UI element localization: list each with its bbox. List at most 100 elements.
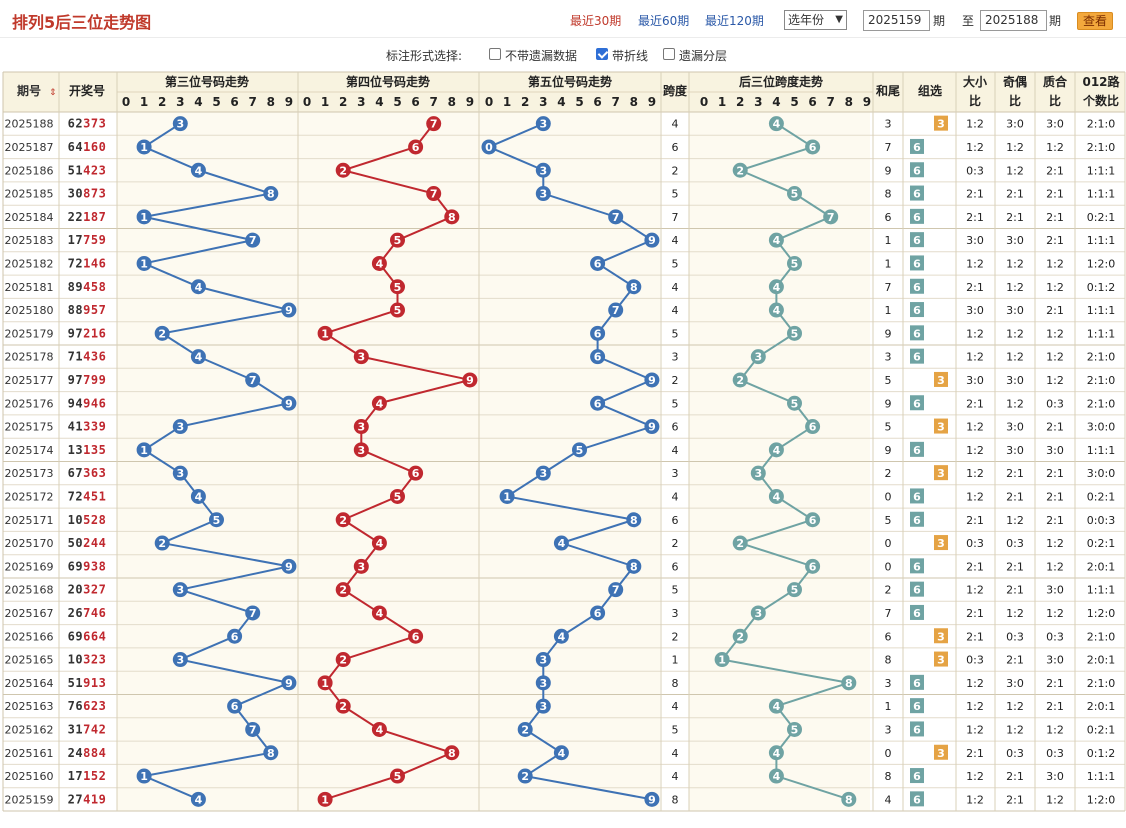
view-button[interactable]: 查看 [1077, 12, 1113, 30]
big-small-ratio-cell: 1:2 [966, 327, 984, 340]
span-ball [841, 791, 857, 807]
digit-header: 3 [754, 95, 762, 109]
digit-header: 8 [630, 95, 638, 109]
option-row: 标注形式选择: 不带遗漏数据 带折线 遗漏分层 [0, 38, 1126, 70]
group-badge-label: 6 [913, 584, 921, 597]
third-digit-ball [136, 209, 152, 225]
sum-tail-cell: 3 [885, 351, 892, 364]
fourth-digit-ball [371, 395, 387, 411]
mod3-ratio-cell: 2:1:0 [1087, 677, 1115, 690]
digit-header: 9 [466, 95, 474, 109]
group-badge [910, 255, 924, 271]
issue-cell: 2025173 [5, 467, 54, 480]
group-badge [934, 465, 948, 481]
span-cell: 5 [672, 188, 679, 201]
prime-ratio-cell: 2:1 [1046, 514, 1064, 527]
issue-cell: 2025168 [5, 584, 54, 597]
span-ball [768, 698, 784, 714]
col-draw-header: 开奖号 [69, 83, 105, 98]
span-ball [787, 395, 802, 411]
span-ball-label: 6 [809, 141, 817, 154]
fourth-digit-ball [444, 209, 460, 225]
group-badge-label: 3 [937, 537, 945, 550]
fourth-digit-ball-label: 6 [412, 467, 420, 480]
mod3-ratio-cell: 0:2:1 [1087, 490, 1115, 503]
third-digit-ball [190, 349, 206, 365]
fourth-digit-ball [353, 419, 369, 435]
fourth-digit-ball [408, 465, 424, 481]
span-cell: 3 [672, 351, 679, 364]
big-small-ratio-cell: 2:1 [966, 630, 984, 643]
sum-tail-cell: 0 [885, 490, 892, 503]
fifth-digit-ball [553, 535, 569, 551]
third-digit-ball-label: 1 [140, 444, 148, 457]
omission-layer-checkbox[interactable] [663, 48, 675, 60]
mod3-ratio-cell: 2:1:0 [1087, 351, 1115, 364]
big-small-ratio-cell: 1:2 [966, 793, 984, 806]
fourth-digit-ball [408, 139, 424, 155]
draw-cell: 76623 [68, 699, 107, 713]
third-digit-ball-label: 6 [231, 700, 239, 713]
digit-header: 2 [736, 95, 744, 109]
fourth-digit-ball [353, 558, 369, 574]
year-select[interactable]: 选年份 ▼ [784, 10, 847, 30]
span-cell: 3 [672, 607, 679, 620]
sum-tail-cell: 5 [885, 514, 892, 527]
prime-ratio-cell: 3:0 [1046, 584, 1064, 597]
third-digit-ball-label: 9 [285, 397, 293, 410]
col-ratio4-header-sub: 个数比 [1082, 93, 1119, 108]
fourth-digit-ball [444, 745, 460, 761]
big-small-ratio-cell: 2:1 [966, 281, 984, 294]
prime-ratio-cell: 1:2 [1046, 374, 1064, 387]
span-ball-label: 4 [773, 234, 781, 247]
odd-even-ratio-cell: 3:0 [1006, 677, 1024, 690]
recent-60-link[interactable]: 最近60期 [638, 14, 690, 28]
fifth-digit-ball [590, 349, 606, 365]
big-small-ratio-cell: 2:1 [966, 560, 984, 573]
prime-ratio-cell: 2:1 [1046, 164, 1064, 177]
group-badge [910, 791, 924, 807]
third-digit-ball-label: 3 [176, 467, 184, 480]
group-badge-label: 6 [913, 444, 921, 457]
draw-cell: 71436 [68, 350, 107, 364]
mod3-ratio-cell: 2:0:1 [1087, 654, 1115, 667]
span-ball [768, 116, 784, 132]
issue-cell: 2025169 [5, 560, 54, 573]
start-issue-unit: 期 [933, 14, 946, 28]
col-fourth-trend-header: 第四位号码走势 [346, 74, 430, 89]
prime-ratio-cell: 2:1 [1046, 304, 1064, 317]
fourth-digit-ball-label: 6 [412, 141, 420, 154]
end-issue-input[interactable]: 2025188 [980, 10, 1047, 31]
fifth-digit-ball [535, 652, 551, 668]
odd-even-ratio-cell: 3:0 [1006, 374, 1024, 387]
mod3-ratio-cell: 1:1:1 [1087, 164, 1115, 177]
big-small-ratio-cell: 0:3 [966, 164, 984, 177]
no-omission-checkbox[interactable] [489, 48, 501, 60]
recent-120-link[interactable]: 最近120期 [705, 14, 764, 28]
issue-cell: 2025159 [5, 793, 54, 806]
group-badge [910, 674, 924, 690]
span-ball [750, 465, 766, 481]
digit-header: 0 [485, 95, 493, 109]
third-digit-ball [136, 255, 152, 271]
col-ratio2-header-sub: 比 [1009, 93, 1021, 108]
group-badge-label: 6 [913, 560, 921, 573]
odd-even-ratio-cell: 2:1 [1006, 770, 1024, 783]
group-badge-label: 6 [913, 770, 921, 783]
sum-tail-cell: 7 [885, 281, 892, 294]
digit-header: 8 [267, 95, 275, 109]
span-ball [732, 372, 748, 388]
start-issue-input[interactable]: 2025159 [863, 10, 930, 31]
fourth-digit-ball [390, 302, 405, 318]
mod3-ratio-cell: 3:0:0 [1087, 467, 1115, 480]
sum-tail-cell: 8 [885, 770, 892, 783]
recent-30-link[interactable]: 最近30期 [570, 14, 622, 28]
fifth-digit-ball [517, 768, 533, 784]
sum-tail-cell: 7 [885, 141, 892, 154]
third-digit-line [140, 122, 293, 801]
polyline-checkbox[interactable] [596, 48, 608, 60]
fifth-digit-ball-label: 2 [521, 723, 529, 736]
mod3-ratio-cell: 0:2:1 [1087, 211, 1115, 224]
sum-tail-cell: 1 [885, 304, 892, 317]
fifth-digit-ball [535, 675, 551, 691]
